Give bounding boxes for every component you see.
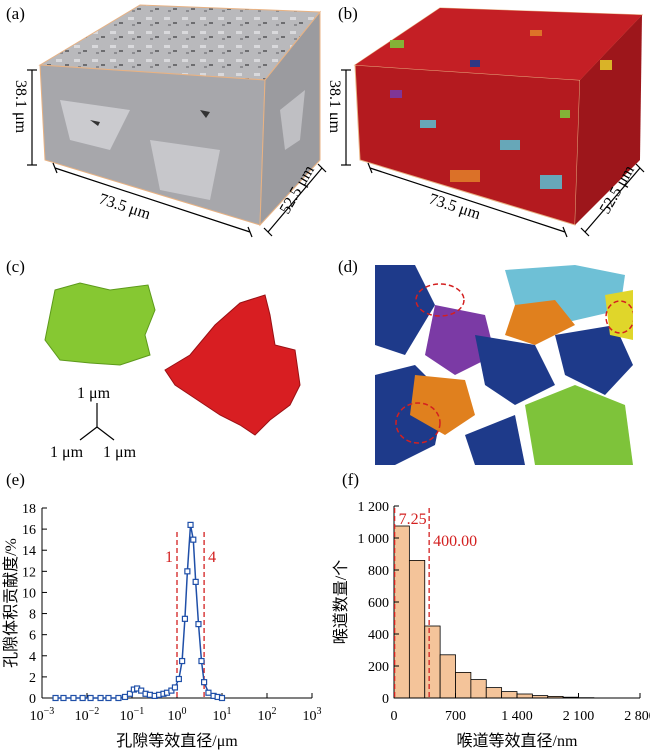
- data-point: [121, 693, 129, 701]
- histogram-bar: [485, 687, 503, 699]
- data-point: [198, 657, 205, 665]
- y-tick-label: 16: [22, 523, 36, 538]
- histogram-bar: [439, 654, 456, 699]
- panel-label-b: (b): [338, 4, 358, 23]
- series-line: [55, 524, 223, 699]
- histogram-bar: [501, 691, 518, 699]
- data-point: [126, 690, 134, 697]
- annotation-label: 400.00: [433, 533, 477, 550]
- data-point: [97, 694, 104, 702]
- y-tick-label: 800: [368, 564, 389, 579]
- y-axis-title: 孔隙体积贡献度/%: [2, 538, 20, 668]
- histogram-bar: [455, 671, 472, 699]
- panel-label-f: (f): [342, 470, 359, 489]
- panel-d-throat-image: [375, 265, 633, 465]
- panel-label-e: (e): [6, 470, 25, 489]
- data-point: [168, 687, 175, 694]
- data-point: [70, 694, 77, 702]
- panel-c-pore-shapes-image: 1 μm 1 μm 1 μm: [44, 282, 301, 461]
- data-point: [181, 615, 189, 622]
- data-point: [205, 689, 212, 696]
- data-point: [200, 679, 208, 686]
- data-point: [171, 684, 179, 691]
- y-tick-label: 1 000: [358, 532, 390, 547]
- annotation-label: 7.25: [399, 511, 427, 528]
- panel-b-pore-network-image: 73.5 μm 52.5 μm 38.1 μm: [330, 7, 645, 238]
- dim-x-label: 73.5 μm: [97, 191, 153, 224]
- y-tick-label: 400: [368, 628, 389, 643]
- data-point: [175, 675, 182, 683]
- data-point: [179, 657, 186, 665]
- data-point: [218, 694, 226, 702]
- histogram-bar: [424, 625, 441, 699]
- panel-label-a: (a): [6, 4, 25, 23]
- panel-label-d: (d): [338, 257, 358, 276]
- x-tick-label: 2 800: [624, 709, 650, 724]
- x-tick-label: 1 400: [501, 709, 533, 724]
- y-tick-label: 0: [382, 692, 389, 707]
- scale-left-label: 1 μm: [50, 444, 84, 461]
- y-tick-label: 2: [29, 671, 36, 686]
- y-tick-label: 600: [368, 596, 389, 611]
- x-tick-label: 102: [258, 706, 277, 724]
- y-tick-label: 8: [29, 608, 36, 623]
- data-point: [79, 694, 86, 702]
- histogram-bar: [408, 560, 426, 699]
- x-tick-label: 103: [303, 706, 322, 724]
- y-axis-title: 喉道数量/个: [332, 560, 350, 644]
- scale-top-label: 1 μm: [77, 385, 111, 402]
- x-axis-title: 孔隙等效直径/μm: [116, 732, 238, 750]
- data-point: [190, 536, 197, 543]
- histogram-bar: [393, 525, 410, 699]
- red-pore-shape: [164, 294, 301, 436]
- x-tick-label: 100: [168, 706, 187, 724]
- data-point: [105, 694, 112, 702]
- data-point: [184, 568, 191, 575]
- histogram-bar: [516, 693, 533, 699]
- y-tick-label: 6: [29, 629, 36, 644]
- y-tick-label: 10: [22, 586, 36, 601]
- x-tick-label: 0: [391, 709, 398, 724]
- y-tick-label: 0: [29, 692, 36, 707]
- panel-f-chart: 0 200 400 600 800 1 000 1 200 0 700 1 400 2 100 2 8…: [332, 500, 650, 750]
- scale-right-label: 1 μm: [103, 444, 137, 461]
- x-tick-label: 10−2: [75, 706, 100, 724]
- y-tick-label: 1 200: [358, 500, 390, 515]
- annotation-label: 1: [165, 549, 173, 566]
- x-axis-title: 喉道等效直径/nm: [457, 732, 578, 750]
- data-point: [87, 694, 94, 702]
- y-tick-label: 200: [368, 660, 389, 675]
- x-tick-label: 101: [213, 706, 232, 724]
- panel-label-c: (c): [6, 257, 25, 276]
- y-tick-label: 14: [22, 544, 36, 559]
- y-tick-label: 18: [22, 502, 36, 517]
- data-point: [195, 621, 202, 628]
- y-tick-label: 4: [29, 650, 36, 665]
- x-tick-label: 10−3: [30, 706, 55, 724]
- x-tick-label: 2 100: [563, 709, 595, 724]
- throat-circle-3: [395, 402, 441, 444]
- annotation-label: 4: [208, 549, 216, 566]
- data-point: [138, 687, 145, 694]
- data-point: [115, 694, 122, 702]
- panel-a-cube-image: 73.5 μm 52.5 μm 38.1 μm: [12, 4, 327, 238]
- data-point: [187, 521, 194, 528]
- histogram-bar: [470, 679, 487, 699]
- green-pore-shape: [44, 282, 156, 366]
- dim-z-label: 38.1 μm: [330, 80, 343, 134]
- y-tick-label: 12: [22, 565, 36, 580]
- x-tick-label: 700: [445, 709, 466, 724]
- throat-circle-1: [415, 283, 465, 317]
- data-point: [60, 694, 67, 702]
- data-point: [52, 694, 59, 702]
- data-point: [192, 578, 199, 585]
- dim-z-label: 38.1 μm: [12, 80, 29, 134]
- x-tick-label: 10−1: [120, 706, 145, 724]
